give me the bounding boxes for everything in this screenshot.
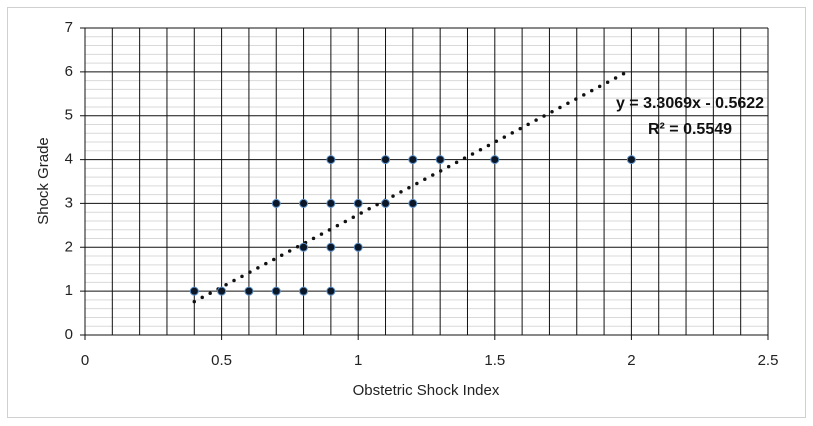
y-tick-label: 6 [65,63,73,80]
x-tick-label: 2 [627,352,635,369]
y-tick-label: 7 [65,19,73,36]
data-point [326,155,336,165]
y-tick-label: 1 [65,282,73,299]
data-point [299,198,309,208]
data-point [299,286,309,296]
y-tick-label: 3 [65,194,73,211]
data-point [326,242,336,252]
data-point [353,198,363,208]
data-point [189,286,199,296]
data-point [271,286,281,296]
x-tick-label: 0.5 [211,352,232,369]
data-point [353,242,363,252]
data-point [326,286,336,296]
data-point [217,286,227,296]
y-tick-label: 4 [65,151,73,168]
data-point [490,155,500,165]
data-point [626,155,636,165]
trendline [192,67,634,304]
y-tick-label: 2 [65,238,73,255]
x-tick-label: 0 [81,352,89,369]
x-axis-label: Obstetric Shock Index [353,382,500,399]
y-tick-label: 5 [65,107,73,124]
data-point [299,242,309,252]
r-squared: R² = 0.5549 [648,121,732,138]
data-point [244,286,254,296]
y-tick-label: 0 [65,326,73,343]
x-tick-label: 2.5 [758,352,779,369]
x-tick-label: 1.5 [484,352,505,369]
x-tick-label: 1 [354,352,362,369]
data-point [381,198,391,208]
data-point [381,155,391,165]
y-axis-label: Shock Grade [35,137,52,225]
data-point [408,155,418,165]
data-point [435,155,445,165]
data-point [326,198,336,208]
data-point [408,198,418,208]
trendline-equation: y = 3.3069x - 0.5622 [616,95,764,112]
data-point [271,198,281,208]
